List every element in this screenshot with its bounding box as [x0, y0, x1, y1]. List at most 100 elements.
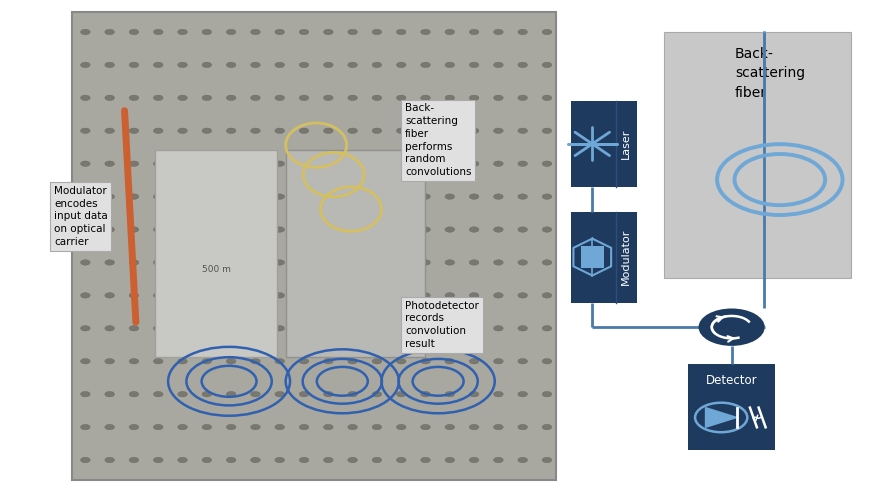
Circle shape: [421, 326, 430, 331]
Circle shape: [129, 326, 138, 331]
Circle shape: [178, 95, 187, 100]
Circle shape: [494, 458, 503, 462]
Circle shape: [105, 458, 114, 462]
Circle shape: [494, 392, 503, 397]
Circle shape: [226, 359, 236, 364]
Circle shape: [518, 95, 528, 100]
Circle shape: [129, 359, 138, 364]
Circle shape: [251, 293, 260, 298]
Circle shape: [226, 293, 236, 298]
Circle shape: [396, 392, 406, 397]
Circle shape: [323, 62, 333, 67]
Circle shape: [323, 425, 333, 430]
Circle shape: [445, 260, 455, 265]
Circle shape: [518, 425, 528, 430]
Circle shape: [445, 194, 455, 199]
Circle shape: [226, 95, 236, 100]
Circle shape: [300, 359, 309, 364]
Circle shape: [469, 194, 479, 199]
Text: 500 m: 500 m: [201, 265, 231, 275]
Circle shape: [178, 194, 187, 199]
Circle shape: [202, 227, 212, 232]
Circle shape: [494, 227, 503, 232]
Circle shape: [518, 326, 528, 331]
Text: Laser: Laser: [621, 129, 631, 159]
Circle shape: [323, 161, 333, 166]
Circle shape: [129, 128, 138, 133]
Text: Modulator
encodes
input data
on optical
carrier: Modulator encodes input data on optical …: [54, 186, 108, 247]
Circle shape: [178, 392, 187, 397]
Circle shape: [251, 227, 260, 232]
Circle shape: [396, 29, 406, 35]
Circle shape: [445, 128, 455, 133]
Circle shape: [494, 29, 503, 35]
Circle shape: [518, 392, 528, 397]
Circle shape: [348, 359, 357, 364]
Circle shape: [494, 62, 503, 67]
Circle shape: [542, 458, 552, 462]
Circle shape: [372, 260, 381, 265]
Circle shape: [226, 128, 236, 133]
Circle shape: [469, 62, 479, 67]
Circle shape: [178, 62, 187, 67]
Circle shape: [469, 227, 479, 232]
Circle shape: [469, 161, 479, 166]
Circle shape: [226, 392, 236, 397]
Circle shape: [542, 95, 552, 100]
Circle shape: [372, 392, 381, 397]
Circle shape: [542, 260, 552, 265]
Circle shape: [226, 260, 236, 265]
Circle shape: [226, 161, 236, 166]
Circle shape: [300, 392, 309, 397]
Circle shape: [542, 62, 552, 67]
Circle shape: [105, 161, 114, 166]
Circle shape: [153, 326, 163, 331]
Polygon shape: [706, 407, 737, 427]
Circle shape: [396, 260, 406, 265]
Circle shape: [300, 95, 309, 100]
Circle shape: [445, 227, 455, 232]
Circle shape: [300, 161, 309, 166]
Circle shape: [251, 260, 260, 265]
Circle shape: [251, 392, 260, 397]
Circle shape: [421, 260, 430, 265]
Circle shape: [81, 425, 91, 430]
Circle shape: [494, 326, 503, 331]
Circle shape: [323, 326, 333, 331]
Circle shape: [494, 194, 503, 199]
Circle shape: [153, 194, 163, 199]
Circle shape: [372, 359, 381, 364]
Circle shape: [251, 194, 260, 199]
Circle shape: [129, 458, 138, 462]
Circle shape: [323, 128, 333, 133]
Circle shape: [202, 260, 212, 265]
Circle shape: [396, 128, 406, 133]
Circle shape: [348, 161, 357, 166]
Circle shape: [178, 260, 187, 265]
Circle shape: [81, 161, 91, 166]
Circle shape: [445, 326, 455, 331]
Circle shape: [251, 62, 260, 67]
Circle shape: [129, 425, 138, 430]
Circle shape: [421, 392, 430, 397]
Circle shape: [129, 293, 138, 298]
Circle shape: [202, 194, 212, 199]
Circle shape: [275, 95, 285, 100]
Circle shape: [129, 227, 138, 232]
Circle shape: [396, 458, 406, 462]
Circle shape: [445, 29, 455, 35]
Circle shape: [105, 194, 114, 199]
Circle shape: [251, 326, 260, 331]
Circle shape: [129, 194, 138, 199]
Circle shape: [421, 29, 430, 35]
Circle shape: [226, 227, 236, 232]
Circle shape: [300, 29, 309, 35]
Circle shape: [153, 359, 163, 364]
Circle shape: [494, 293, 503, 298]
Circle shape: [153, 425, 163, 430]
Circle shape: [445, 425, 455, 430]
Circle shape: [348, 95, 357, 100]
Circle shape: [469, 95, 479, 100]
FancyBboxPatch shape: [688, 364, 775, 450]
Circle shape: [178, 326, 187, 331]
